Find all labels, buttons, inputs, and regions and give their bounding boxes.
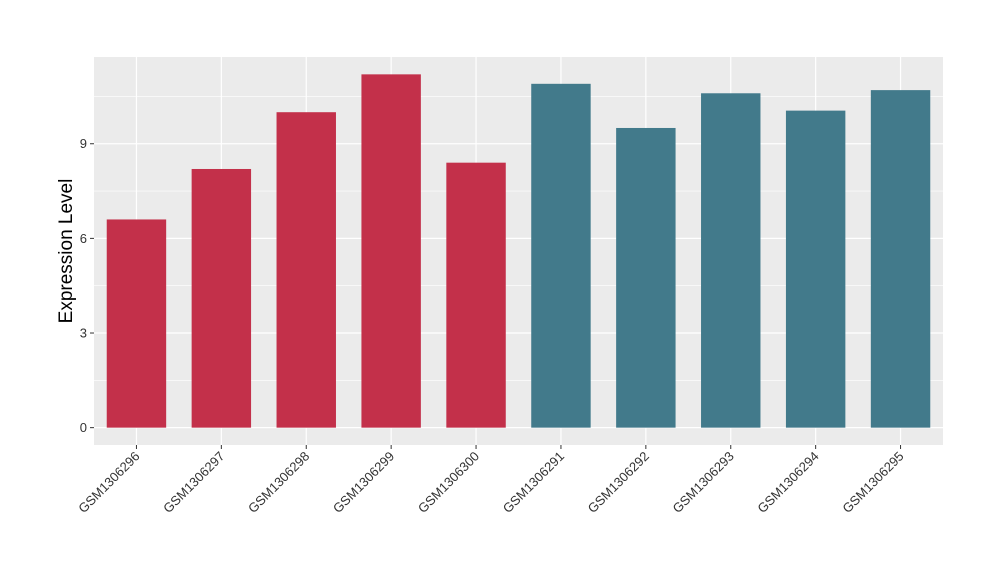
bar [531,83,591,428]
bar [785,110,846,428]
y-axis-title: Expression Level [56,179,77,324]
y-tick-label: 0 [80,420,87,435]
bar [191,168,252,428]
bar [361,74,421,428]
x-tick-label: GSM1306292 [585,449,652,516]
x-tick-label: GSM1306298 [245,449,312,516]
y-tick-label: 9 [80,136,87,151]
x-tick-label: GSM1306300 [415,449,482,516]
x-tick-label: GSM1306291 [500,449,567,516]
x-tick-label: GSM1306299 [330,449,397,516]
x-tick-label: GSM1306294 [754,449,821,516]
x-axis-ticks: GSM1306296 GSM1306297 GSM1306298 GSM1306299… [75,445,907,516]
bars [106,74,931,428]
bar [446,162,506,428]
x-tick-label: GSM1306297 [160,449,227,516]
y-axis-ticks: 0 3 6 9 [80,136,94,435]
bar [701,93,761,428]
bar [870,90,931,428]
bar [106,219,167,428]
x-tick-label: GSM1306296 [75,449,142,516]
x-tick-label: GSM1306295 [839,449,906,516]
y-tick-label: 3 [80,326,87,341]
y-tick-label: 6 [80,231,87,246]
bar [616,127,676,428]
bar [276,112,336,428]
x-tick-label: GSM1306293 [670,449,737,516]
